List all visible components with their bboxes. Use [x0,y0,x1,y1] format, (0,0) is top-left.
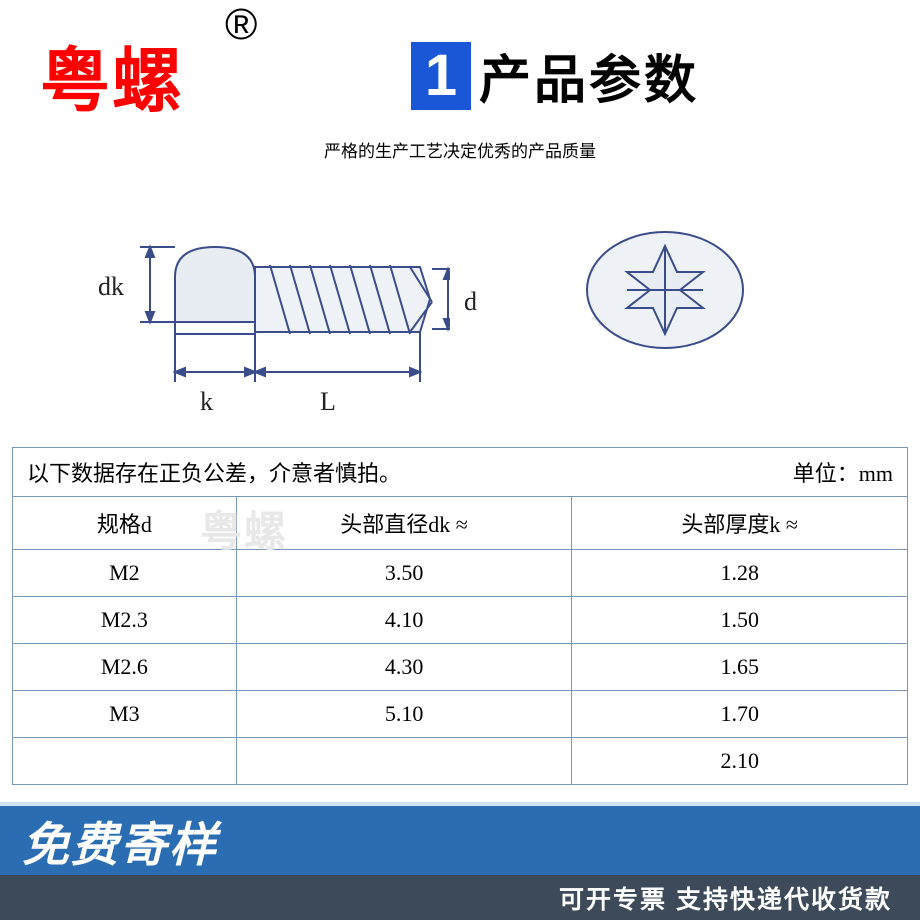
cell: 1.28 [572,550,908,597]
banner-free-sample: 免费寄样 [0,802,920,875]
dim-label-k: k [200,387,213,417]
cell: 1.65 [572,644,908,691]
cell: 1.50 [572,597,908,644]
header: 粤螺 ® 1 产品参数 严格的生产工艺决定优秀的产品质量 [0,0,920,162]
table-row: M2 3.50 1.28 [13,550,908,597]
section-number-badge: 1 [411,42,471,110]
banner-services: 可开专票 支持快递代收货款 [0,875,920,920]
cell [13,738,237,785]
spec-table: 规格d 头部直径dk ≈ 头部厚度k ≈ M2 3.50 1.28 M2.3 4… [12,496,908,785]
table-row: M2.6 4.30 1.65 [13,644,908,691]
brand-logo: 粤螺 [40,25,184,126]
table-unit: 单位：mm [793,456,893,488]
table-header-row: 规格d 头部直径dk ≈ 头部厚度k ≈ [13,497,908,550]
cell: M3 [13,691,237,738]
cell: M2 [13,550,237,597]
screw-top-view-icon [580,212,750,382]
dim-label-dk: dk [98,272,124,302]
dim-label-l: L [320,387,336,417]
table-body: M2 3.50 1.28 M2.3 4.10 1.50 M2.6 4.30 1.… [13,550,908,785]
table-row: M3 5.10 1.70 [13,691,908,738]
cell: 4.30 [236,644,572,691]
cell: 2.10 [572,738,908,785]
cell: 1.70 [572,691,908,738]
footer: 免费寄样 可开专票 支持快递代收货款 [0,802,920,920]
col-spec: 规格d [13,497,237,550]
page-title: 产品参数 [479,38,699,113]
registered-mark: ® [225,0,257,50]
page-subtitle: 严格的生产工艺决定优秀的产品质量 [0,137,920,162]
table-note-row: 以下数据存在正负公差，介意者慎拍。 单位：mm [12,447,908,496]
cell: 3.50 [236,550,572,597]
col-head-k: 头部厚度k ≈ [572,497,908,550]
table-note-text: 以下数据存在正负公差，介意者慎拍。 [27,456,401,488]
table-row: M2.3 4.10 1.50 [13,597,908,644]
table-row: 2.10 [13,738,908,785]
cell [236,738,572,785]
cell: M2.6 [13,644,237,691]
col-head-dk: 头部直径dk ≈ [236,497,572,550]
spec-table-wrap: 粤螺 以下数据存在正负公差，介意者慎拍。 单位：mm 规格d 头部直径dk ≈ … [12,447,908,785]
product-diagram: 粤螺 [0,197,920,427]
cell: M2.3 [13,597,237,644]
cell: 5.10 [236,691,572,738]
cell: 4.10 [236,597,572,644]
screw-side-view-icon [120,207,450,407]
dim-label-d: d [464,287,477,317]
